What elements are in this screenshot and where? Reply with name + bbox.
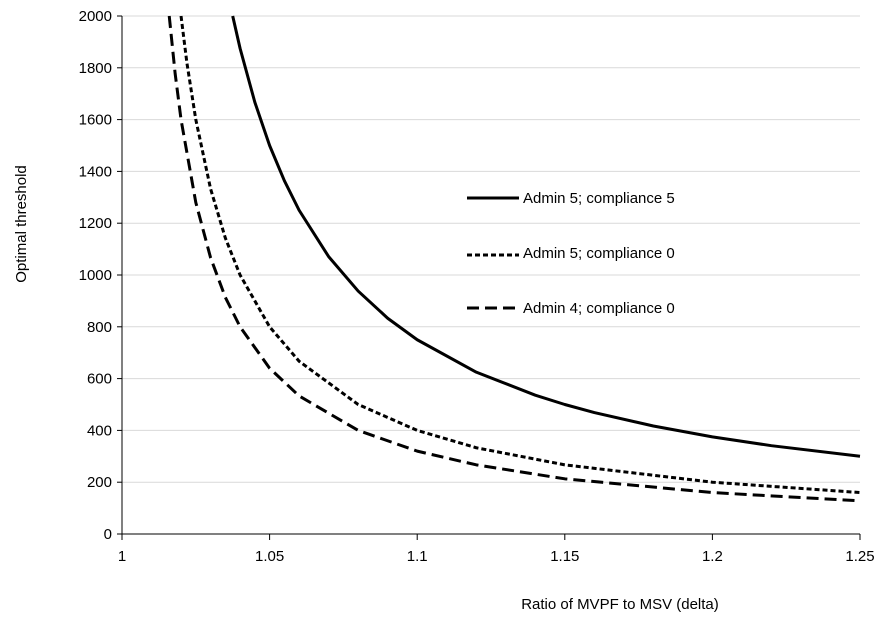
y-tick-label: 0 <box>104 526 112 543</box>
x-tick-label: 1 <box>118 548 126 565</box>
x-tick-label: 1.25 <box>845 548 874 565</box>
y-tick-label: 1400 <box>79 163 112 180</box>
y-tick-label: 800 <box>87 319 112 336</box>
x-axis-title: Ratio of MVPF to MSV (delta) <box>521 596 719 613</box>
x-tick-label: 1.2 <box>702 548 723 565</box>
y-tick-label: 600 <box>87 371 112 388</box>
x-tick-label: 1.15 <box>550 548 579 565</box>
y-tick-label: 400 <box>87 422 112 439</box>
y-tick-label: 1200 <box>79 215 112 232</box>
x-tick-label: 1.1 <box>407 548 428 565</box>
legend-label-series-3: Admin 4; compliance 0 <box>523 300 675 317</box>
tick-labels: 0 200 400 600 800 1000 1200 1400 1600 1800 2000 1 1.… <box>79 8 875 565</box>
series-line-3 <box>167 15 861 503</box>
y-axis-title: Optimal threshold <box>13 165 30 283</box>
legend-label-series-2: Admin 5; compliance 0 <box>523 245 675 262</box>
y-tick-label: 1600 <box>79 112 112 129</box>
series-line-1 <box>231 15 861 458</box>
x-tick-label: 1.05 <box>255 548 284 565</box>
axes <box>117 15 861 540</box>
y-tick-label: 1800 <box>79 60 112 77</box>
y-tick-label: 2000 <box>79 8 112 25</box>
series-line-2 <box>179 15 861 495</box>
gridlines <box>122 15 860 483</box>
y-tick-label: 200 <box>87 474 112 491</box>
legend-label-series-1: Admin 5; compliance 5 <box>523 190 675 207</box>
legend: Admin 5; compliance 5 Admin 5; complianc… <box>467 190 675 317</box>
y-tick-label: 1000 <box>79 267 112 284</box>
series-lines <box>167 15 861 503</box>
